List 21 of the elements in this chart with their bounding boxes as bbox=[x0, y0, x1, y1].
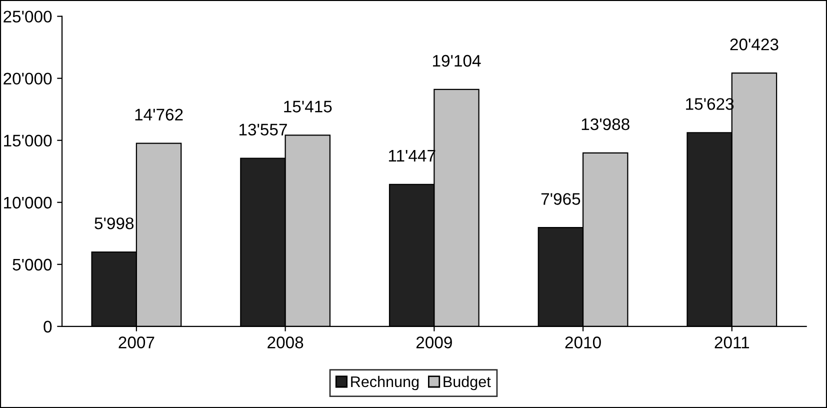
x-tick-label: 2010 bbox=[565, 336, 601, 348]
legend-label: Rechnung bbox=[351, 376, 419, 390]
data-label: 7'965 bbox=[541, 193, 580, 205]
x-tick-label: 2008 bbox=[268, 336, 304, 348]
y-tick-label: 5'000 bbox=[12, 258, 52, 271]
data-label: 19'104 bbox=[433, 54, 481, 67]
data-label: 15'415 bbox=[284, 100, 332, 112]
x-tick-label: 2009 bbox=[416, 336, 452, 348]
data-label: 5'998 bbox=[94, 217, 134, 230]
x-tick-label: 2007 bbox=[118, 336, 154, 348]
data-label: 14'762 bbox=[135, 108, 183, 121]
data-label: 13'557 bbox=[239, 124, 287, 136]
x-tick-label: 2011 bbox=[714, 336, 750, 348]
legend-label: Budget bbox=[444, 376, 491, 390]
y-tick-label: 25'000 bbox=[4, 10, 52, 23]
data-label: 13'988 bbox=[582, 118, 630, 130]
y-tick-label: 20'000 bbox=[4, 72, 52, 85]
y-tick-label: 10'000 bbox=[4, 196, 52, 209]
y-tick-label: 0 bbox=[44, 320, 52, 333]
y-tick-label: 15'000 bbox=[4, 134, 52, 147]
data-label: 20'423 bbox=[730, 38, 778, 50]
